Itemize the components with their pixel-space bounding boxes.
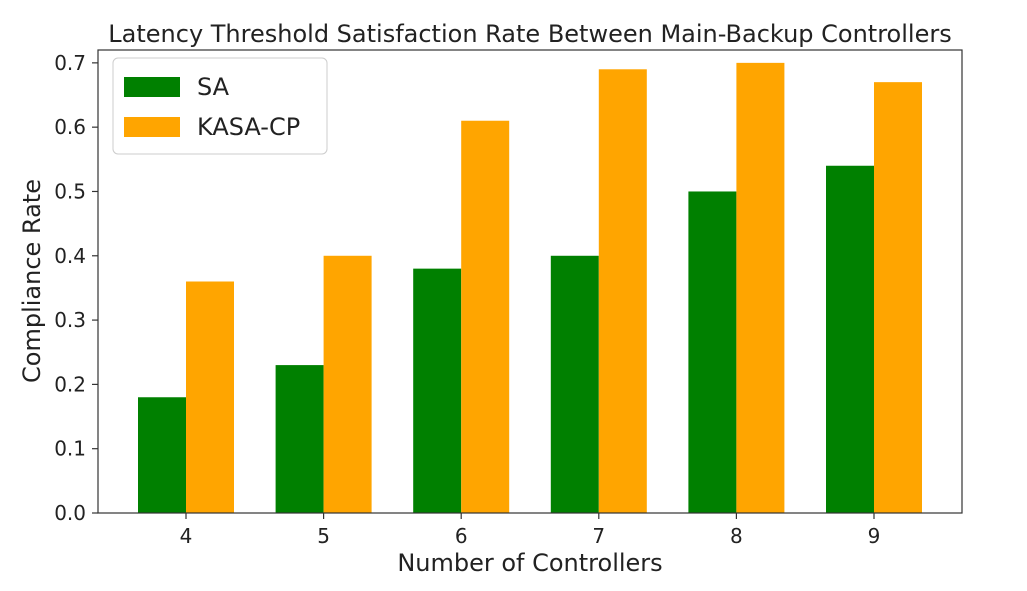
y-tick-label: 0.2 (54, 372, 86, 396)
y-tick-label: 0.4 (54, 244, 86, 268)
bar-kasa-cp-7 (598, 69, 647, 514)
y-tick-label: 0.6 (54, 115, 86, 139)
legend-swatch-kasa-cp (124, 117, 180, 137)
x-axis-ticks: 4 5 6 7 8 9 (180, 513, 881, 548)
y-tick-label: 0.3 (54, 308, 86, 332)
bar-kasa-cp-9 (874, 82, 922, 514)
bar-kasa-cp-5 (323, 255, 372, 513)
bar-sa-5 (275, 365, 324, 513)
bar-sa-9 (826, 165, 874, 513)
y-tick-label: 0.0 (54, 501, 86, 525)
plot-frame (97, 49, 963, 514)
bar-sa-4 (138, 397, 186, 513)
bar-kasa-cp-4 (186, 281, 234, 513)
y-tick-label: 0.1 (54, 437, 86, 461)
legend: SA KASA-CP (112, 57, 328, 155)
bar-kasa-cp-8 (736, 62, 785, 513)
y-tick-label: 0.5 (54, 179, 86, 203)
bar-kasa-cp-6 (461, 120, 510, 513)
bar-sa-8 (688, 191, 737, 513)
x-tick-label: 4 (180, 524, 193, 548)
x-tick-label: 6 (455, 524, 468, 548)
legend-label-kasa-cp: KASA-CP (197, 113, 300, 141)
bar-sa-7 (550, 255, 599, 513)
y-tick-label: 0.7 (54, 51, 86, 75)
bars-group (138, 62, 922, 514)
bar-sa-6 (413, 268, 462, 513)
x-tick-label: 5 (317, 524, 330, 548)
chart-title: Latency Threshold Satisfaction Rate Betw… (108, 20, 951, 48)
x-axis-label: Number of Controllers (397, 549, 662, 577)
legend-swatch-sa (124, 77, 180, 97)
x-tick-label: 7 (592, 524, 605, 548)
legend-label-sa: SA (197, 73, 230, 101)
x-tick-label: 9 (868, 524, 881, 548)
y-axis-label: Compliance Rate (18, 179, 46, 383)
y-axis-ticks: 0.0 0.1 0.2 0.3 0.4 0.5 0.6 0.7 (54, 51, 98, 525)
x-tick-label: 8 (730, 524, 743, 548)
